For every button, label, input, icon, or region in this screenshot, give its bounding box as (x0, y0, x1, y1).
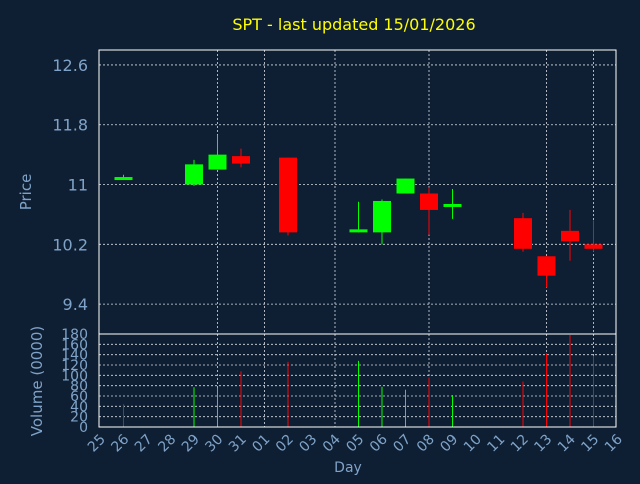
day-tick-labels: 25 26 27 28 29 30 31 01 02 03 04 05 06 07 08 09 10 11 12 13… (85, 431, 626, 455)
day-tick-label: 05 (343, 432, 367, 456)
candle (208, 135, 227, 170)
price-tick-label: 12.6 (52, 56, 88, 75)
day-tick-label: 03 (296, 432, 320, 456)
volume-tick-label: 100 (61, 368, 88, 384)
candle (561, 209, 579, 261)
price-axis-label: Price (17, 174, 35, 211)
price-plot-frame (98, 49, 617, 335)
candle-body (349, 229, 368, 233)
day-tick-label: 09 (437, 432, 461, 456)
day-tick-label: 02 (273, 432, 297, 456)
day-tick-label: 25 (85, 432, 109, 456)
day-tick-label: 14 (555, 431, 579, 455)
volume-tick-label: 40 (70, 399, 88, 415)
volume-tick-label: 120 (61, 358, 88, 374)
candle (443, 189, 462, 219)
price-tick-label: 11 (68, 176, 88, 195)
day-tick-label: 06 (367, 431, 391, 455)
volume-gridlines (99, 333, 616, 428)
day-tick-label: 08 (414, 432, 438, 456)
candle (373, 199, 391, 245)
volume-tick-label: 0 (79, 420, 88, 436)
candle-body (443, 203, 462, 207)
volume-tick-label: 140 (61, 348, 88, 364)
day-tick-label: 04 (320, 431, 344, 455)
candle (584, 220, 603, 252)
volume-tick-label: 160 (61, 337, 88, 353)
candle (232, 148, 250, 168)
candle-body (185, 164, 203, 185)
price-candles (114, 135, 603, 288)
day-tick-label: 31 (226, 432, 250, 456)
day-tick-label: 12 (508, 432, 532, 456)
day-axis-label: Day (334, 460, 362, 476)
candle (114, 174, 133, 181)
candle-body (561, 230, 579, 242)
day-tick-label: 27 (132, 432, 156, 456)
price-gridlines (99, 50, 616, 334)
price-tick-label: 10.2 (52, 235, 88, 254)
day-tick-label: 01 (249, 432, 273, 456)
day-tick-label: 07 (390, 432, 414, 456)
day-tick-label: 13 (531, 432, 555, 456)
volume-plot-frame (98, 333, 617, 428)
day-tick-label: 11 (484, 432, 508, 456)
candle-body (537, 256, 556, 276)
day-tick-label: 16 (602, 431, 626, 455)
candle (514, 212, 532, 252)
candle-body (420, 193, 438, 210)
candle-body (584, 244, 603, 249)
volume-axis-label: Volume (0000) (28, 326, 46, 436)
day-tick-label: 26 (108, 431, 132, 455)
plot-frames (98, 49, 617, 428)
day-tick-label: 29 (179, 432, 203, 456)
volume-bars (123, 335, 594, 427)
candle (279, 157, 297, 236)
candle-body (279, 157, 297, 233)
price-tick-labels: 12.6 11.8 11 10.2 9.4 (52, 56, 88, 314)
volume-tick-label: 20 (70, 410, 88, 426)
candle-body (514, 218, 532, 249)
day-tick-label: 28 (155, 432, 179, 456)
candle (349, 201, 368, 233)
candle (420, 187, 438, 235)
volume-tick-label: 180 (61, 327, 88, 343)
candle-body (114, 177, 133, 181)
candle-body (232, 156, 250, 164)
chart-title: SPT - last updated 15/01/2026 (232, 15, 475, 34)
candle-body (396, 178, 415, 194)
day-tick-label: 15 (578, 432, 602, 456)
candle (396, 178, 415, 194)
candle (537, 256, 556, 288)
price-tick-label: 9.4 (63, 295, 88, 314)
day-tick-label: 30 (202, 432, 226, 456)
day-tick-label: 10 (461, 432, 485, 456)
price-tick-label: 11.8 (52, 116, 88, 135)
candle (185, 159, 203, 187)
candle-body (373, 200, 391, 233)
volume-tick-label: 60 (70, 389, 88, 405)
candle-body (208, 154, 227, 170)
volume-tick-label: 80 (70, 379, 88, 395)
